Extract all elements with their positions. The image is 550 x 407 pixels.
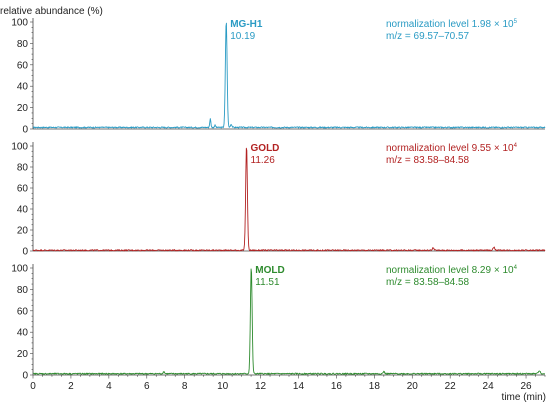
y-tick-label: 40 [17,205,29,216]
y-tick-label: 0 [22,247,28,258]
y-tick-label: 80 [17,285,29,296]
peak-label: MG-H1 [230,19,263,30]
x-tick-label: 26 [520,381,532,392]
peak-label: MOLD [255,265,284,276]
y-tick-label: 60 [17,306,29,317]
y-tick-label: 0 [22,371,28,382]
x-tick-label: 20 [407,381,419,392]
y-tick-label: 80 [17,39,29,50]
y-tick-label: 100 [11,18,28,29]
mz-range: m/z = 83.58–84.58 [386,155,470,166]
y-tick-label: 60 [17,184,29,195]
normalization-level: normalization level 9.55 × 104 [386,143,518,154]
x-tick-label: 24 [483,381,495,392]
trace-mg-h1 [32,22,546,129]
x-tick-label: 12 [255,381,267,392]
x-tick-label: 22 [445,381,457,392]
mz-range: m/z = 83.58–84.58 [386,277,470,288]
y-tick-label: 0 [22,125,28,136]
normalization-exponent: 4 [514,143,518,149]
y-tick-label: 80 [17,163,29,174]
x-axis-title: time (min) [502,392,546,403]
x-axis: 0 2 4 6 8 10 12 14 16 18 20 22 24 26 [30,375,546,392]
x-tick-label: 10 [217,381,229,392]
normalization-level: normalization level 1.98 × 105 [386,19,518,30]
x-tick-label: 4 [106,381,112,392]
y-tick-label: 20 [17,103,29,114]
y-axis-title: relative abundance (%) [0,6,103,17]
y-tick-label: 20 [17,349,29,360]
normalization-text: normalization level 8.29 × 10 [386,265,514,276]
peak-time-label: 11.26 [251,155,276,166]
x-tick-label: 16 [331,381,343,392]
x-tick-label: 14 [293,381,305,392]
trace-mold [32,268,545,375]
y-tick-label: 40 [17,328,29,339]
x-tick-label: 18 [369,381,381,392]
trace-gold [32,147,546,252]
x-tick-label: 8 [182,381,188,392]
x-tick-label: 0 [30,381,36,392]
y-tick-label: 40 [17,82,29,93]
y-tick-label: 60 [17,60,29,71]
mz-range: m/z = 69.57–70.57 [386,31,470,42]
normalization-exponent: 4 [514,265,518,271]
x-tick-label: 2 [68,381,74,392]
y-tick-label: 100 [11,142,28,153]
normalization-level: normalization level 8.29 × 104 [386,265,518,276]
normalization-exponent: 5 [514,19,518,25]
peak-time-label: 11.51 [255,277,280,288]
normalization-text: normalization level 1.98 × 10 [386,19,514,30]
peak-label: GOLD [251,143,280,154]
y-tick-label: 20 [17,226,29,237]
normalization-text: normalization level 9.55 × 10 [386,143,514,154]
x-tick-label: 6 [144,381,150,392]
peak-time-label: 10.19 [230,31,255,42]
y-tick-label: 100 [11,264,28,275]
